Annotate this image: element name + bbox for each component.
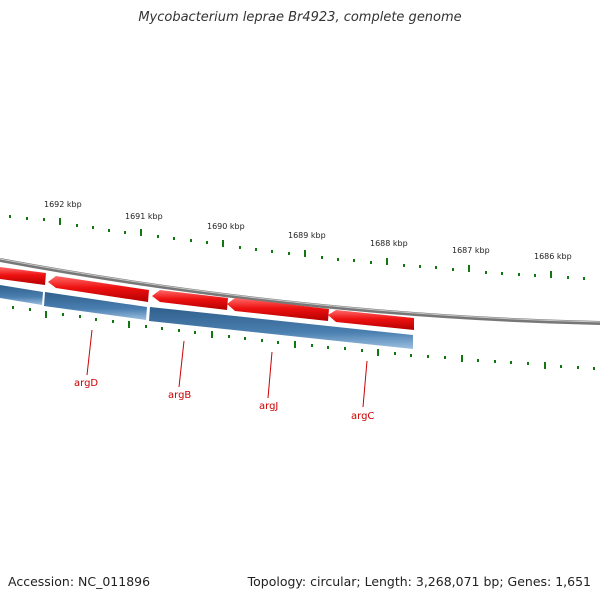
leader-line-argB [178,340,185,388]
genome-title: Mycobacterium leprae Br4923, complete ge… [138,10,462,25]
gene-leader-lines [86,329,368,408]
forward-gene-1[interactable] [0,267,46,285]
reverse-gene-2[interactable] [44,292,147,320]
forward-gene-2[interactable] [48,276,149,302]
forward-strand-track [0,267,414,330]
leader-line-argC [362,360,368,408]
gene-labels: argD argB argJ argC [74,378,374,422]
scale-label-1687: 1687 kbp [452,246,490,255]
genome-backbone [0,258,600,325]
gene-label-argD[interactable]: argD [74,378,98,389]
leader-line-argJ [267,351,273,399]
scale-labels: 1692 kbp 1691 kbp 1690 kbp 1689 kbp 1688… [44,200,572,261]
scale-label-1692: 1692 kbp [44,200,82,209]
reverse-gene-3[interactable] [149,307,413,349]
forward-gene-4[interactable] [227,298,329,321]
accession-text: Accession: NC_011896 [8,574,151,589]
scale-label-1691: 1691 kbp [125,212,163,221]
leader-line-argD [86,329,93,376]
scale-label-1688: 1688 kbp [370,239,408,248]
scale-label-1689: 1689 kbp [288,231,326,240]
genome-summary-text: Topology: circular; Length: 3,268,071 bp… [247,574,591,589]
gene-label-argC[interactable]: argC [351,411,374,422]
forward-gene-3[interactable] [152,290,228,310]
scale-label-1690: 1690 kbp [207,222,245,231]
scale-label-1686: 1686 kbp [534,252,572,261]
reverse-strand-track [0,285,413,349]
forward-gene-5[interactable] [328,310,414,330]
reverse-gene-1[interactable] [0,285,43,305]
gene-label-argB[interactable]: argB [168,390,191,401]
inner-tick-track [12,306,595,370]
gene-label-argJ[interactable]: argJ [259,401,278,412]
outer-tick-track [9,215,585,280]
